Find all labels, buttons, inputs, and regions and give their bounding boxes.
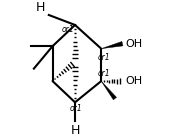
Text: or1: or1 xyxy=(97,69,110,78)
Text: or1: or1 xyxy=(61,25,74,34)
Text: or1: or1 xyxy=(70,104,83,113)
Polygon shape xyxy=(101,42,123,49)
Text: H: H xyxy=(70,124,80,136)
Text: or1: or1 xyxy=(97,53,110,62)
Polygon shape xyxy=(101,81,116,100)
Text: OH: OH xyxy=(125,39,142,49)
Text: OH: OH xyxy=(125,76,142,86)
Text: H: H xyxy=(36,1,45,14)
